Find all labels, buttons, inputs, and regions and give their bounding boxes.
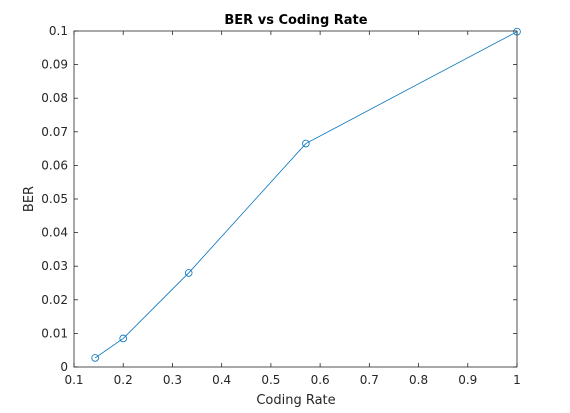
x-tick-label: 1 — [513, 373, 521, 387]
x-tick-label: 0.5 — [261, 373, 280, 387]
y-tick-label: 0 — [60, 360, 68, 374]
data-point-marker — [119, 334, 128, 343]
data-series — [91, 27, 521, 362]
y-tick-label: 0.07 — [41, 125, 68, 139]
axes-box — [73, 30, 518, 368]
x-tick-label: 0.7 — [360, 373, 379, 387]
x-tick-label: 0.9 — [458, 373, 477, 387]
x-tick-label: 0.4 — [212, 373, 231, 387]
y-tick-label: 0.04 — [41, 226, 68, 240]
y-tick-label: 0.09 — [41, 58, 68, 72]
x-tick-label: 0.3 — [163, 373, 182, 387]
data-point-marker — [184, 269, 193, 277]
chart-title: BER vs Coding Rate — [224, 13, 367, 28]
y-tick-label: 0.03 — [41, 259, 68, 273]
y-tick-label: 0.01 — [41, 326, 68, 340]
data-point-marker — [91, 354, 99, 362]
data-point-marker — [302, 139, 310, 148]
y-tick-label: 0.06 — [41, 158, 68, 172]
x-tick-label: 0.2 — [114, 373, 133, 387]
x-axis-label: Coding Rate — [256, 393, 335, 408]
series-line — [94, 31, 518, 359]
x-tick-label: 0.6 — [311, 373, 330, 387]
x-tick-label: 0.1 — [64, 373, 83, 387]
axis-ticks: 0.1 0.2 0.3 0.4 0.5 0.6 0.7 0.8 0.9 1 0 0.01 0.02 0.0… — [41, 24, 521, 387]
y-tick-label: 0.02 — [41, 293, 68, 307]
data-point-marker — [513, 27, 521, 36]
x-tick-label: 0.8 — [409, 373, 428, 387]
y-tick-label: 0.05 — [41, 192, 68, 206]
y-tick-label: 0.1 — [49, 24, 68, 38]
y-tick-label: 0.08 — [41, 91, 68, 105]
y-axis-label: BER — [22, 186, 37, 212]
plot-area: 0.1 0.2 0.3 0.4 0.5 0.6 0.7 0.8 0.9 1 0 0.01 0.02 0.0… — [41, 24, 521, 387]
